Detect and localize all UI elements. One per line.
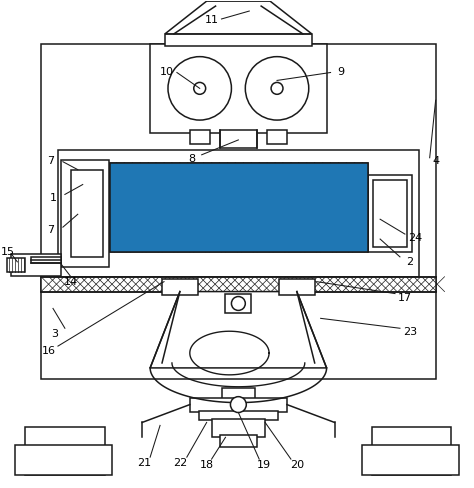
Bar <box>165 35 312 47</box>
Text: 17: 17 <box>398 292 412 302</box>
Bar <box>368 175 412 252</box>
Bar <box>279 279 315 295</box>
Circle shape <box>246 58 309 121</box>
Text: 7: 7 <box>47 155 55 165</box>
Bar <box>362 446 459 475</box>
Bar <box>226 294 251 314</box>
Bar <box>211 420 265 437</box>
Bar <box>221 388 255 435</box>
Bar <box>61 161 109 267</box>
Bar <box>219 131 257 148</box>
Text: 20: 20 <box>290 459 304 469</box>
Bar <box>110 163 368 252</box>
Text: 9: 9 <box>337 66 344 76</box>
Text: 14: 14 <box>64 276 78 286</box>
Text: 7: 7 <box>47 224 55 235</box>
Text: 21: 21 <box>137 457 151 467</box>
Text: 19: 19 <box>257 459 271 469</box>
Text: 1: 1 <box>49 193 56 203</box>
Bar <box>25 427 105 475</box>
Text: 24: 24 <box>408 233 422 243</box>
Bar <box>41 45 436 379</box>
Circle shape <box>168 58 231 121</box>
Circle shape <box>271 83 283 95</box>
Bar <box>150 45 327 134</box>
Text: 2: 2 <box>406 256 413 266</box>
Text: 16: 16 <box>42 346 56 355</box>
Text: 4: 4 <box>432 155 439 165</box>
Bar <box>8 258 25 272</box>
Bar <box>31 257 61 264</box>
Circle shape <box>194 83 206 95</box>
Bar <box>11 254 61 276</box>
Bar <box>15 446 112 475</box>
Text: 8: 8 <box>188 153 195 163</box>
Bar <box>373 180 407 247</box>
Bar <box>110 163 368 252</box>
Circle shape <box>230 397 246 413</box>
Bar <box>199 411 278 421</box>
Bar <box>267 131 287 144</box>
Bar <box>71 170 102 257</box>
Bar <box>190 131 210 144</box>
Bar <box>58 150 419 277</box>
Polygon shape <box>150 292 327 368</box>
Bar <box>219 435 257 447</box>
Bar <box>372 427 452 475</box>
Text: 11: 11 <box>205 15 219 25</box>
Circle shape <box>231 297 246 311</box>
Text: 22: 22 <box>173 457 187 467</box>
Text: 23: 23 <box>403 326 417 337</box>
Bar <box>162 279 198 295</box>
Bar <box>41 277 436 292</box>
Text: 18: 18 <box>200 459 214 469</box>
Text: 3: 3 <box>52 328 58 339</box>
Polygon shape <box>165 2 312 35</box>
Text: 15: 15 <box>0 246 14 256</box>
Bar <box>190 398 287 412</box>
Text: 10: 10 <box>160 66 174 76</box>
